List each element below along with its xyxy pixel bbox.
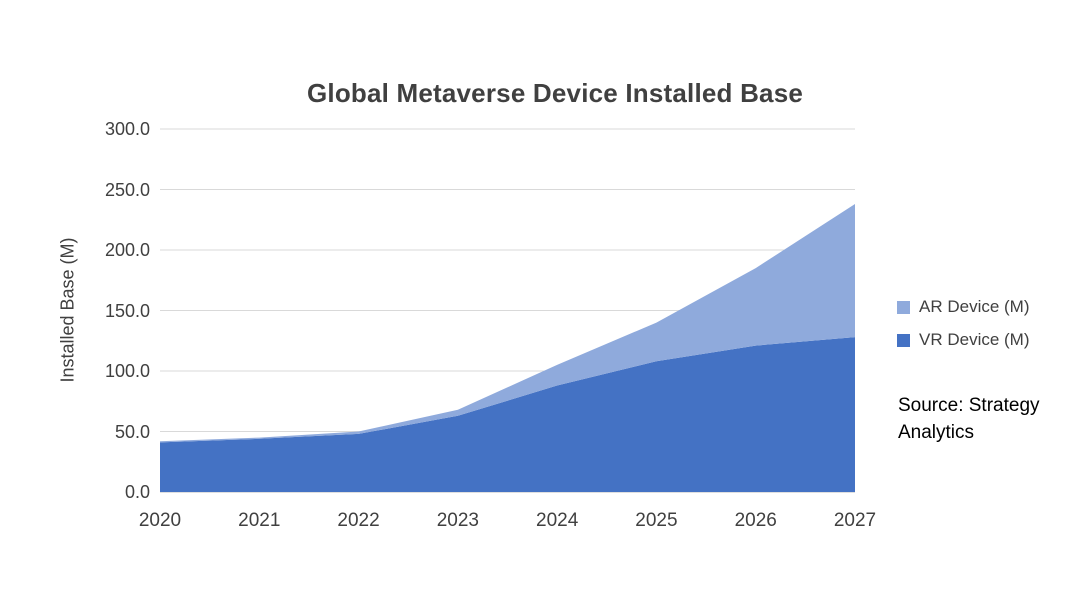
y-tick-label: 0.0 — [124, 482, 150, 502]
x-tick-label: 2027 — [833, 510, 877, 531]
y-tick-label: 300.0 — [104, 119, 150, 139]
x-tick-label: 2024 — [536, 510, 579, 531]
legend-item: VR Device (M) — [897, 330, 1030, 350]
plot-area — [160, 128, 855, 493]
x-tick-label: 2026 — [734, 510, 777, 531]
x-tick-label: 2022 — [337, 510, 380, 531]
legend-swatch — [897, 333, 910, 347]
y-tick-label: 200.0 — [104, 240, 150, 260]
y-tick-label: 50.0 — [114, 421, 150, 442]
x-tick-label: 2020 — [138, 510, 182, 531]
legend-swatch — [897, 300, 910, 314]
chart-legend: AR Device (M) VR Device (M) — [897, 297, 1030, 363]
chart-title: Global Metaverse Device Installed Base — [306, 78, 804, 108]
source-note: Source: Strategy Analytics — [898, 395, 1040, 443]
y-tick-label: 250.0 — [104, 179, 150, 200]
x-tick-label: 2021 — [238, 510, 281, 531]
x-tick-label: 2025 — [635, 510, 678, 531]
ar-device-m-area — [160, 204, 855, 443]
vr-device-m-area — [160, 337, 855, 492]
x-tick-label: 2023 — [436, 510, 479, 531]
legend-label: VR Device (M) — [919, 330, 1030, 349]
legend-label: AR Device (M) — [919, 297, 1030, 316]
y-tick-label: 100.0 — [104, 361, 150, 381]
legend-item: AR Device (M) — [897, 297, 1030, 317]
y-tick-label: 150.0 — [104, 300, 150, 321]
